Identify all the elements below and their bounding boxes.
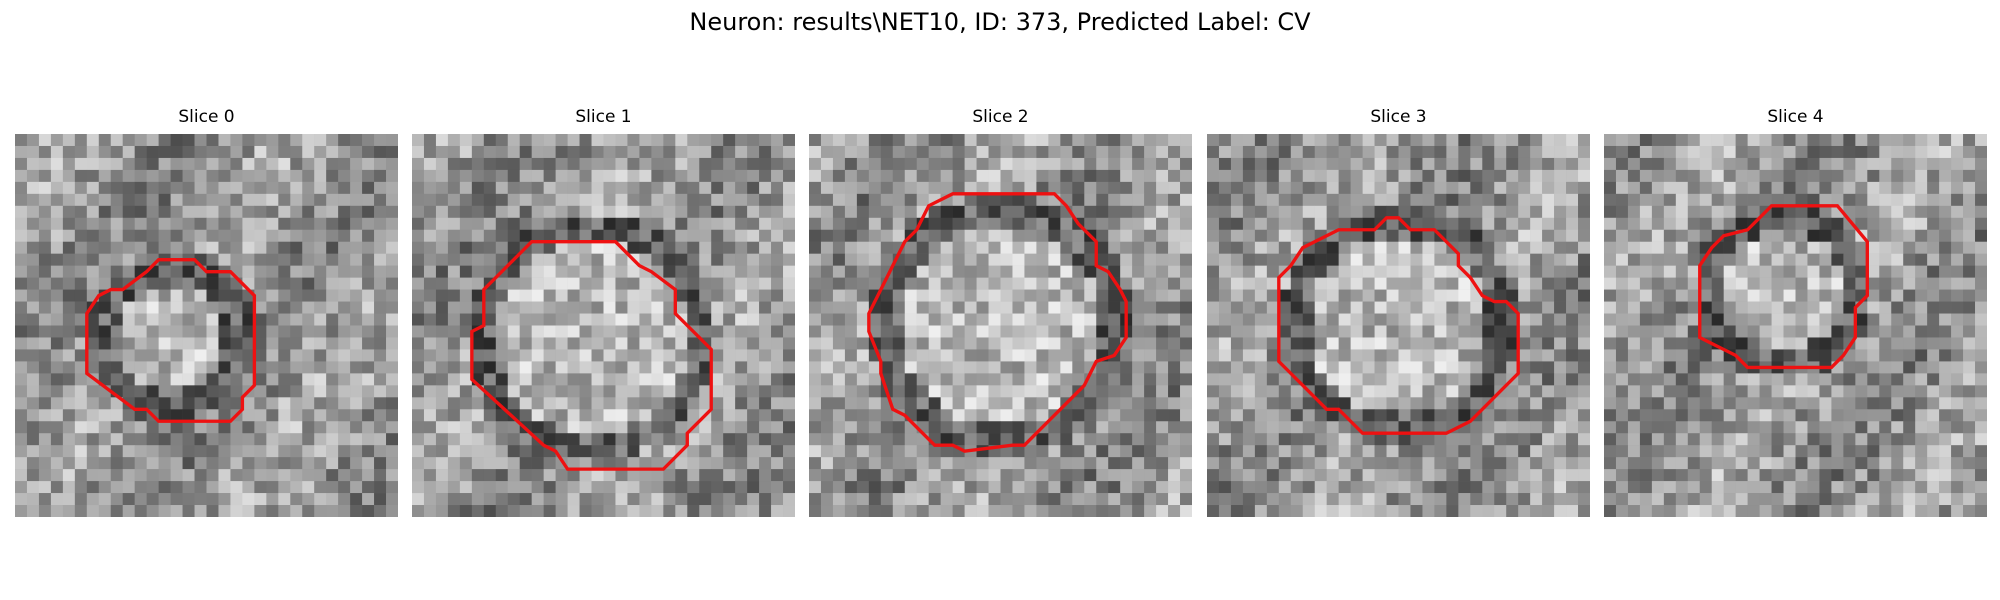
slice-title: Slice 2 bbox=[972, 107, 1029, 127]
roi-contour bbox=[1698, 204, 1869, 370]
slice-canvas bbox=[809, 134, 1192, 517]
slice-canvas bbox=[1207, 134, 1590, 517]
slice-image bbox=[15, 134, 398, 517]
slice-title: Slice 4 bbox=[1767, 107, 1824, 127]
roi-contour bbox=[470, 240, 713, 471]
figure-title: Neuron: results\NET10, ID: 373, Predicte… bbox=[689, 8, 1311, 36]
slice-title: Slice 3 bbox=[1370, 107, 1427, 127]
roi-contour bbox=[85, 257, 257, 423]
slice-title: Slice 1 bbox=[575, 107, 632, 127]
roi-contour bbox=[1277, 216, 1520, 435]
slice-image bbox=[412, 134, 795, 517]
slice-canvas bbox=[412, 134, 795, 517]
slice-canvas bbox=[15, 134, 398, 517]
slice-image bbox=[1207, 134, 1590, 517]
slice-canvas bbox=[1604, 134, 1987, 517]
roi-contour bbox=[867, 192, 1128, 453]
slice-title: Slice 0 bbox=[178, 107, 235, 127]
slice-image bbox=[809, 134, 1192, 517]
slice-image bbox=[1604, 134, 1987, 517]
